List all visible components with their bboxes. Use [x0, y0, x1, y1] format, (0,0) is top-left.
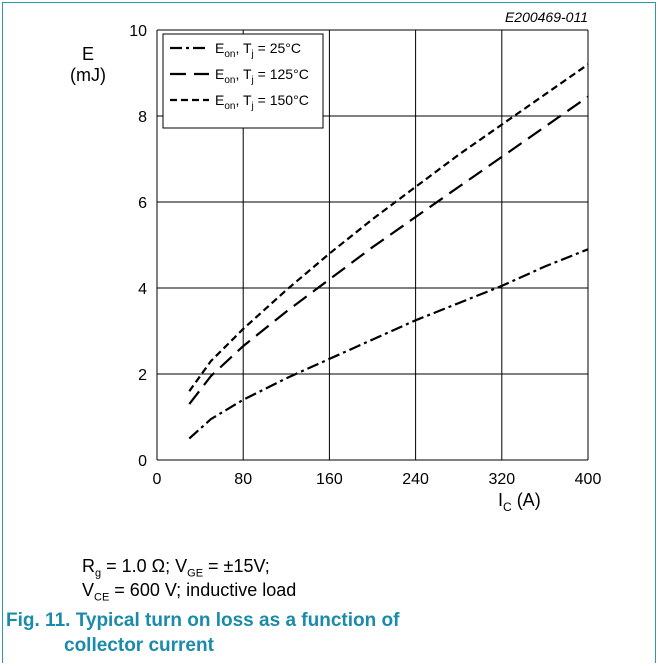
legend-box	[162, 33, 324, 129]
x-tick-label: 80	[234, 471, 252, 488]
figure-caption-line-2: collector current	[64, 635, 214, 656]
x-tick-label: 320	[488, 471, 515, 488]
series-line-2	[188, 95, 589, 405]
x-tick-label: 160	[316, 471, 343, 488]
figure-code: E200469-011	[505, 9, 588, 25]
figure-caption-line-1: Fig. 11. Typical turn on loss as a funct…	[6, 610, 400, 631]
series-line-1	[188, 248, 589, 440]
x-tick-label: 400	[575, 471, 602, 488]
chart: E200469-011 E (mJ) 0 80 160 240 320 400 0 2 4 6 8 1…	[70, 9, 602, 514]
y-tick-label: 4	[138, 281, 147, 298]
y-tick-label: 0	[138, 453, 147, 470]
legend-label-2: Eon, Tj = 125°C	[215, 66, 309, 86]
y-axis-label: E	[82, 44, 94, 64]
y-tick-label: 8	[138, 109, 147, 126]
legend-label-1: Eon, Tj = 25°C	[215, 40, 301, 60]
y-tick-label: 2	[138, 367, 147, 384]
legend-label-3: Eon, Tj = 150°C	[215, 92, 309, 112]
x-tick-label: 240	[402, 471, 429, 488]
x-axis-label: IC (A)	[498, 490, 541, 514]
y-tick-label: 10	[129, 23, 147, 40]
y-axis-unit: (mJ)	[70, 65, 106, 85]
series-line-3	[188, 63, 589, 392]
conditions-line-2: VCE = 600 V; inductive load	[82, 580, 297, 604]
x-tick-label: 0	[153, 471, 162, 488]
conditions-line-1: Rg = 1.0 Ω; VGE = ±15V;	[82, 556, 270, 580]
y-tick-label: 6	[138, 195, 147, 212]
